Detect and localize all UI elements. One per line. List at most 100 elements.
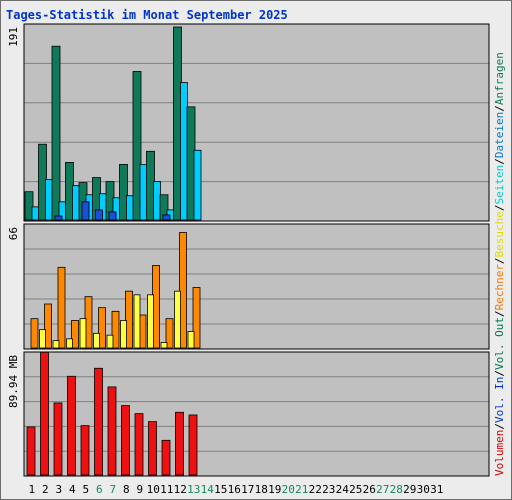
legend-separator: /: [493, 423, 506, 430]
bar-seiten-day-7: [108, 211, 117, 221]
bar-besuche-day-13: [187, 331, 195, 349]
legend-separator: /: [493, 257, 506, 264]
legend-entry: Besuche: [493, 211, 506, 257]
bar-seiten-day-11: [162, 214, 171, 221]
x-tick-label-day-11: 11: [160, 483, 173, 496]
bar-volumen-day-10: [148, 421, 157, 476]
bar-besuche-day-11: [160, 342, 168, 349]
x-tick-label-day-19: 19: [268, 483, 281, 496]
x-tick-label-day-31: 31: [430, 483, 443, 496]
x-tick-label-day-18: 18: [255, 483, 268, 496]
bar-volumen-day-13: [188, 414, 198, 476]
x-tick-label-day-29: 29: [403, 483, 416, 496]
x-tick-label-day-4: 4: [69, 483, 76, 496]
x-tick-label-day-13: 13: [187, 483, 200, 496]
x-tick-label-day-7: 7: [109, 483, 116, 496]
legend-separator: /: [493, 105, 506, 112]
bar-volumen-day-12: [175, 411, 184, 476]
bar-besuche-day-10: [147, 294, 154, 349]
bar-seiten-day-5: [81, 201, 90, 221]
x-tick-label-day-27: 27: [376, 483, 389, 496]
x-tick-label-day-5: 5: [82, 483, 89, 496]
x-tick-label-day-3: 3: [55, 483, 62, 496]
bar-rechner-day-7: [111, 310, 120, 349]
legend-separator: /: [493, 370, 506, 377]
x-tick-label-day-20: 20: [282, 483, 295, 496]
bar-rechner-day-1: [30, 318, 39, 349]
bar-volumen-day-2: [40, 351, 49, 476]
bar-rechner-day-2: [44, 303, 52, 349]
x-tick-label-day-15: 15: [214, 483, 227, 496]
legend-entry: Dateien: [493, 112, 506, 158]
bar-rechner-day-3: [57, 266, 66, 349]
x-tick-label-day-22: 22: [309, 483, 322, 496]
panel-border-visits: [23, 223, 490, 350]
bar-volumen-day-1: [26, 426, 36, 476]
bar-rechner-day-12: [179, 232, 187, 349]
legend-separator: /: [493, 204, 506, 211]
bar-volumen-day-11: [161, 439, 171, 476]
x-tick-label-day-12: 12: [174, 483, 187, 496]
bar-rechner-day-4: [71, 320, 79, 349]
panel-border-hits: [23, 23, 490, 222]
bar-anfragen-day-8: [119, 164, 128, 221]
x-tick-label-day-28: 28: [390, 483, 403, 496]
panel-background-hits: [24, 24, 489, 221]
x-tick-label-day-24: 24: [336, 483, 350, 496]
bar-dateien-day-13: [193, 149, 202, 221]
panel-background-visits: [24, 224, 489, 349]
bar-dateien-day-12: [180, 82, 188, 221]
bar-volumen-day-6: [94, 367, 103, 476]
bar-rechner-day-13: [192, 287, 201, 349]
bar-seiten-day-6: [95, 209, 103, 221]
legend-entry: Seiten: [493, 165, 506, 205]
bar-dateien-day-10: [153, 181, 161, 221]
bar-besuche-day-3: [52, 340, 60, 349]
bar-rechner-day-8: [125, 290, 133, 349]
bar-besuche-day-5: [79, 318, 87, 349]
bar-anfragen-day-3: [51, 45, 61, 221]
legend-separator: /: [493, 158, 506, 165]
bar-volumen-day-7: [107, 386, 117, 476]
bar-dateien-day-8: [126, 195, 134, 221]
x-tick-label-day-21: 21: [295, 483, 308, 496]
x-tick-label-day-10: 10: [147, 483, 160, 496]
bar-rechner-day-11: [165, 318, 174, 349]
x-tick-label-day-6: 6: [96, 483, 103, 496]
bar-volumen-day-3: [53, 402, 63, 476]
x-tick-label-day-17: 17: [241, 483, 254, 496]
x-tick-label-day-25: 25: [349, 483, 362, 496]
legend: Volumen/Vol. In/Vol. Out/Rechner/Besuche…: [493, 52, 506, 476]
panel-border-volume: [23, 351, 490, 477]
bar-anfragen-day-9: [132, 71, 142, 221]
x-tick-label-day-2: 2: [42, 483, 49, 496]
panel-max-label-hits: 191: [7, 27, 20, 47]
legend-entry: Rechner: [493, 264, 506, 311]
x-tick-label-day-8: 8: [123, 483, 130, 496]
x-tick-label-day-30: 30: [417, 483, 430, 496]
bar-besuche-day-8: [120, 320, 127, 349]
bar-besuche-day-12: [174, 290, 181, 349]
bar-besuche-day-9: [133, 294, 141, 349]
bar-dateien-day-4: [72, 185, 80, 221]
bar-volumen-day-9: [134, 413, 144, 476]
x-tick-label-day-14: 14: [201, 483, 215, 496]
bar-besuche-day-6: [93, 332, 100, 349]
x-tick-label-day-23: 23: [322, 483, 335, 496]
legend-entry: Anfragen: [493, 52, 506, 105]
bar-besuche-day-2: [39, 329, 46, 349]
legend-entry: Volumen: [493, 430, 506, 476]
bar-besuche-day-4: [66, 338, 73, 349]
legend-entry: Vol. Out: [493, 317, 506, 370]
bar-dateien-day-2: [45, 179, 53, 221]
x-tick-label-day-1: 1: [28, 483, 35, 496]
bar-besuche-day-7: [106, 334, 114, 349]
panel-max-label-visits: 66: [7, 227, 20, 240]
legend-separator: /: [493, 310, 506, 317]
x-tick-label-day-9: 9: [136, 483, 143, 496]
bar-rechner-day-6: [98, 307, 106, 349]
x-tick-label-day-16: 16: [228, 483, 241, 496]
bar-volumen-day-4: [67, 375, 76, 476]
